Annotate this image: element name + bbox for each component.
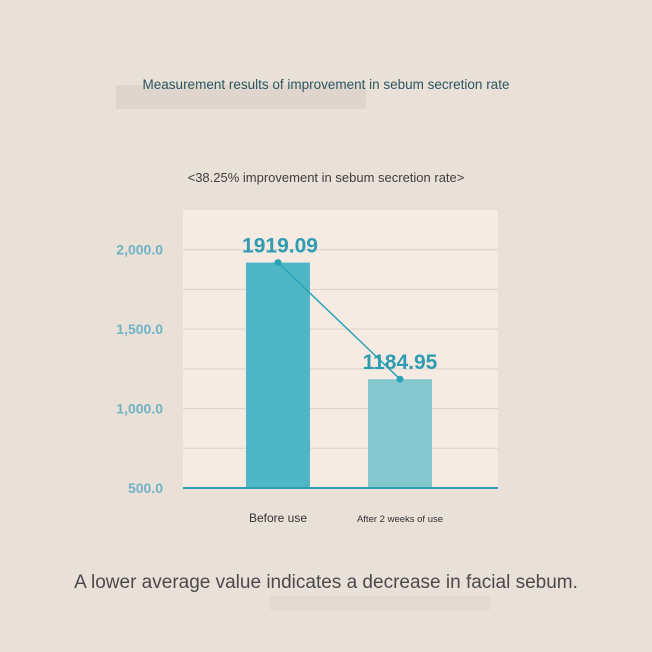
bar-before-use (246, 262, 310, 488)
page-heading: Measurement results of improvement in se… (142, 77, 510, 92)
value-labels: 1919.09 1184.95 (242, 235, 438, 375)
value-label: 1919.09 (242, 235, 318, 258)
value-label: 1184.95 (363, 351, 438, 374)
heading-highlight (116, 85, 366, 109)
footer-note: A lower average value indicates a decrea… (74, 572, 578, 593)
grid-lines (183, 249, 498, 449)
y-tick-label: 1,000.0 (116, 401, 163, 417)
value-connector (274, 259, 404, 383)
y-tick-label: 1,500.0 (116, 321, 163, 337)
bars (246, 262, 432, 488)
x-axis-labels: Before use After 2 weeks of use (249, 511, 443, 525)
connector-line (277, 262, 401, 380)
connector-dot (396, 375, 404, 383)
plot-area (183, 210, 498, 488)
y-tick-label: 2,000.0 (116, 242, 163, 258)
x-tick-label: After 2 weeks of use (357, 514, 443, 525)
y-tick-label: 500.0 (128, 480, 163, 496)
y-axis-ticks: 500.0 1,000.0 1,500.0 2,000.0 (116, 242, 163, 496)
x-tick-label: Before use (249, 511, 307, 525)
footer-highlight (270, 596, 490, 610)
bar-after-2-weeks (368, 379, 432, 488)
chart-title: <38.25% improvement in sebum secretion r… (187, 170, 465, 185)
connector-dot (274, 259, 282, 267)
